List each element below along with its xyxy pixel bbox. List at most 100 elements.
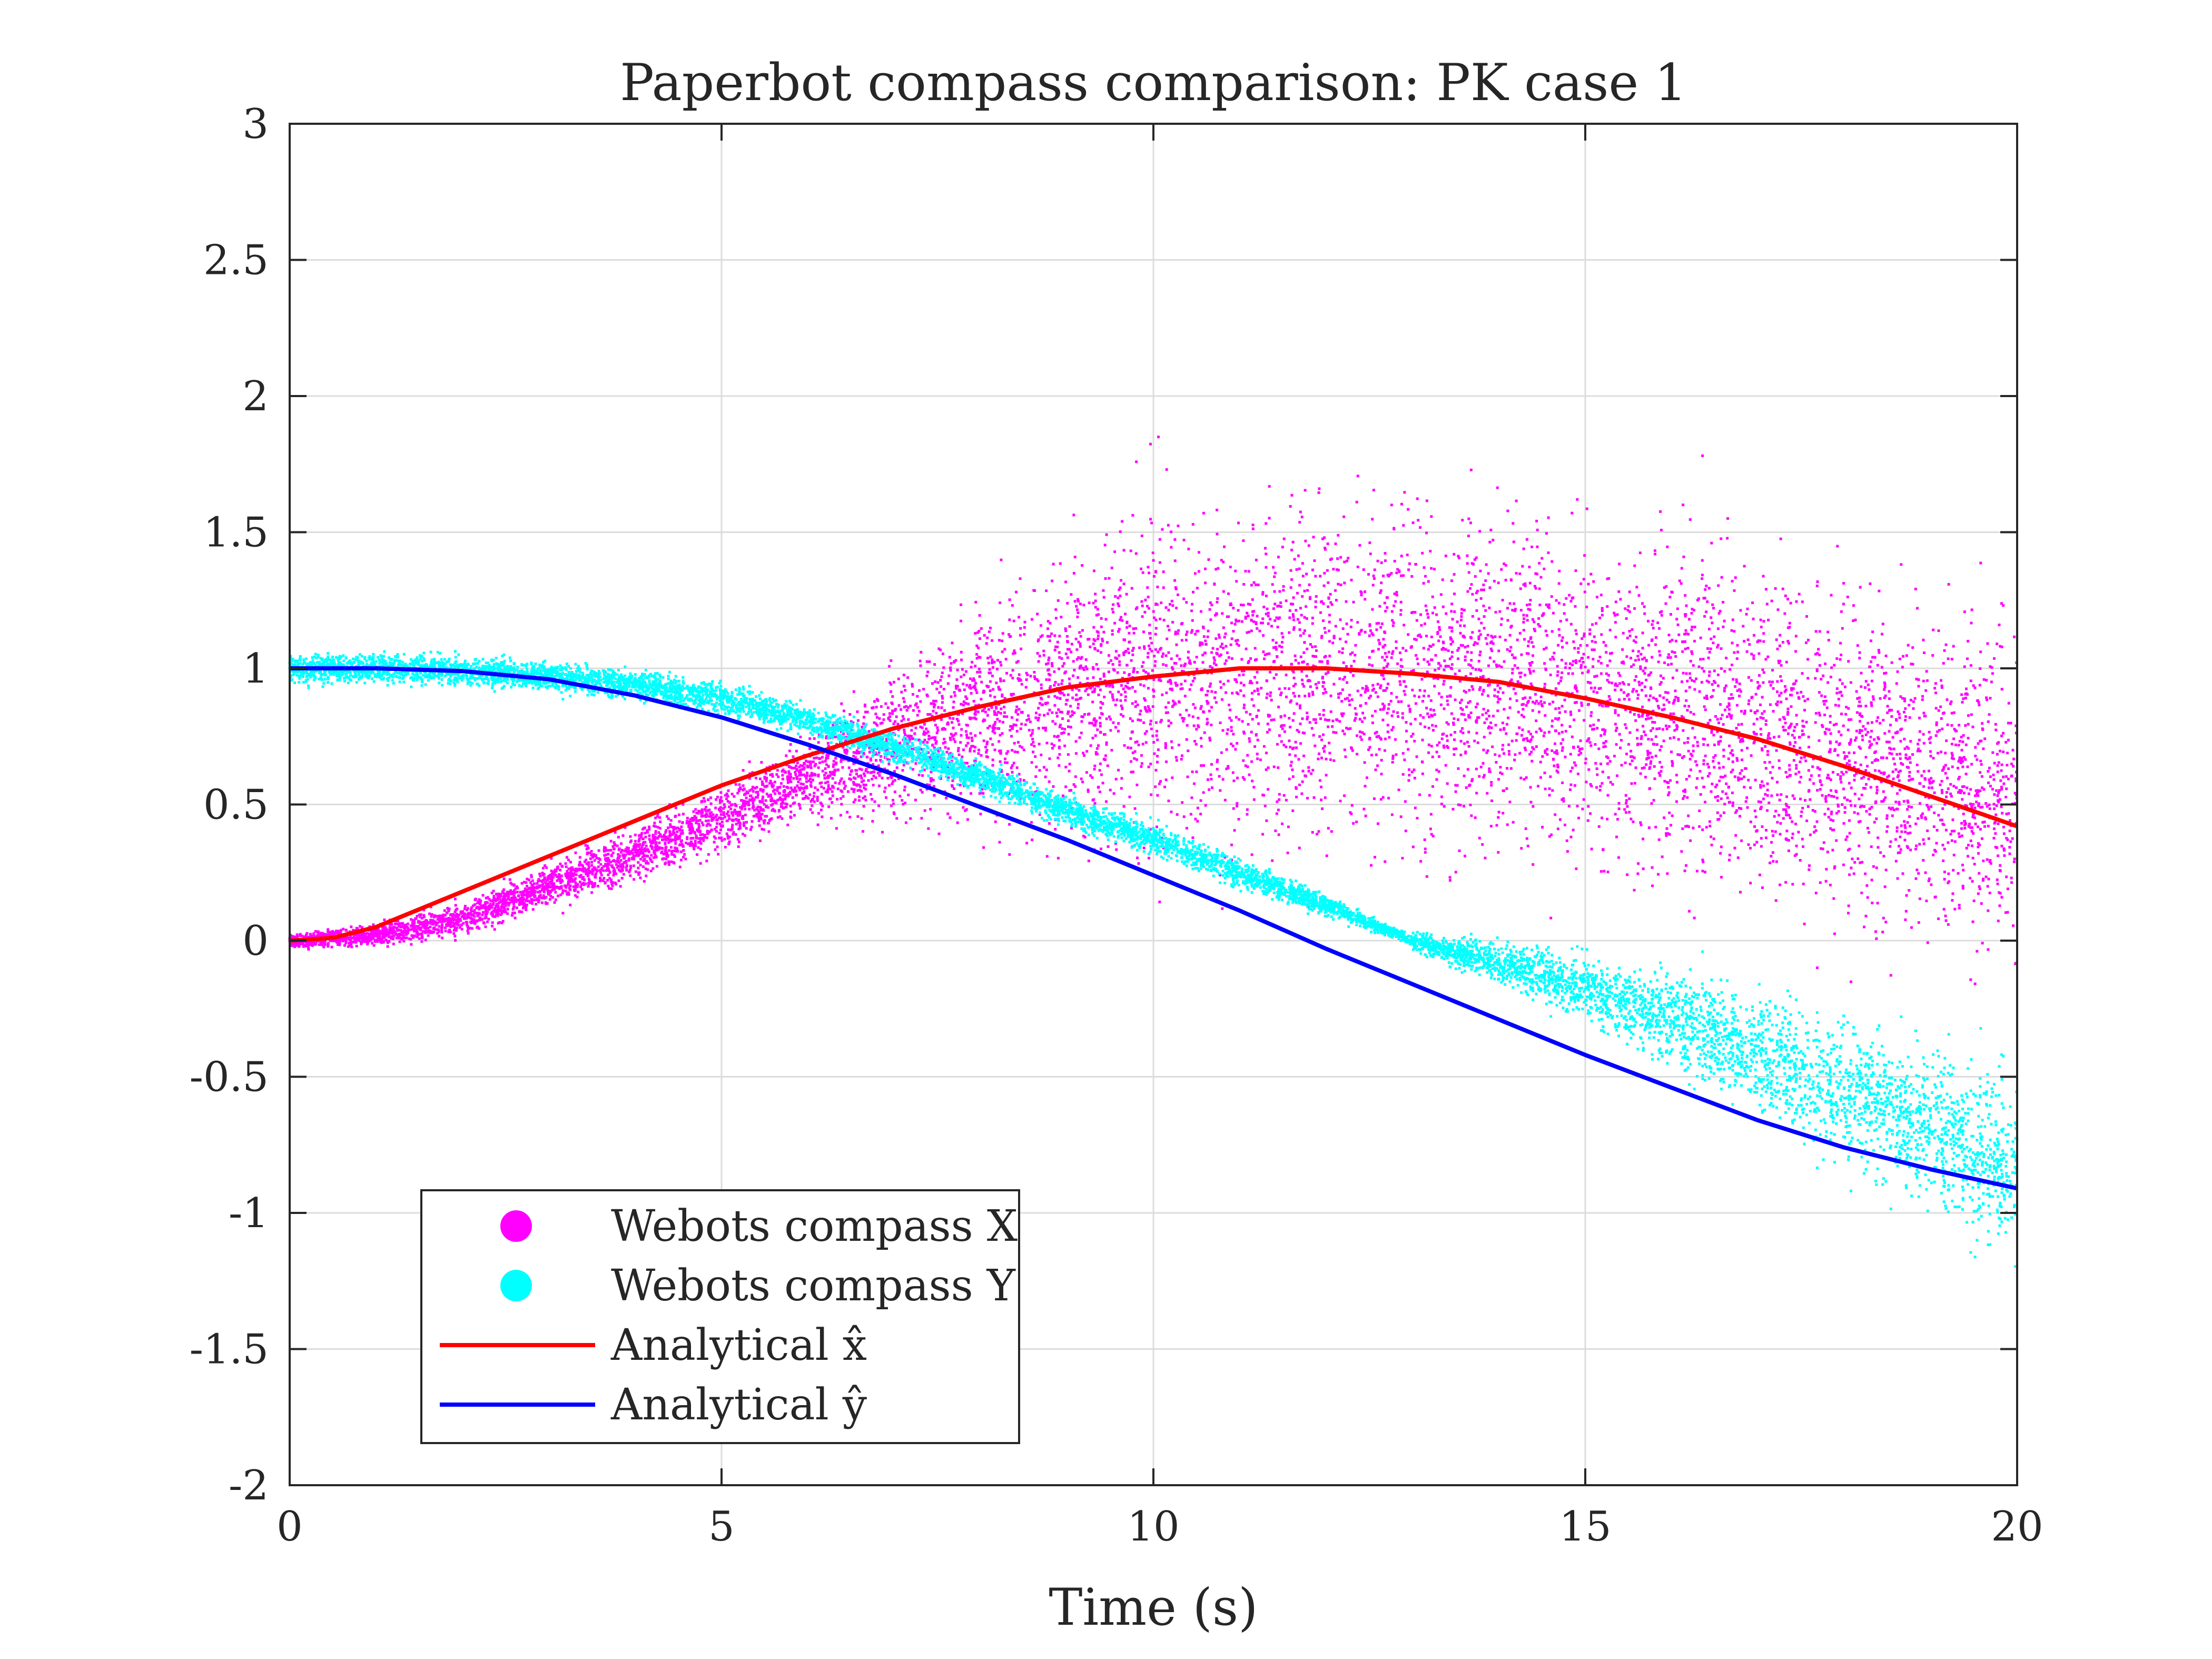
- scatter-point: [1214, 663, 1218, 666]
- scatter-point: [526, 877, 529, 881]
- scatter-point: [1711, 683, 1714, 686]
- scatter-point: [1586, 644, 1589, 647]
- scatter-point: [747, 803, 750, 806]
- scatter-point: [1453, 610, 1456, 613]
- scatter-point: [1547, 551, 1550, 555]
- scatter-point: [1308, 692, 1311, 695]
- scatter-point: [489, 900, 492, 903]
- scatter-point: [1776, 793, 1779, 796]
- scatter-point: [1970, 713, 1973, 716]
- scatter-point: [1997, 791, 2000, 794]
- scatter-point: [497, 904, 500, 907]
- scatter-point: [1171, 668, 1174, 671]
- scatter-point: [1437, 639, 1440, 643]
- scatter-point: [1299, 607, 1302, 610]
- scatter-point: [617, 856, 620, 860]
- scatter-point: [376, 940, 379, 943]
- scatter-point: [1428, 663, 1431, 666]
- scatter-point: [492, 895, 496, 898]
- scatter-point: [1858, 745, 1861, 748]
- scatter-point: [493, 907, 497, 910]
- scatter-point: [1509, 680, 1512, 683]
- scatter-point: [583, 878, 586, 882]
- scatter-point: [1601, 609, 1604, 613]
- scatter-point: [1927, 837, 1930, 840]
- scatter-point: [1371, 721, 1374, 724]
- scatter-point: [1795, 853, 1798, 856]
- scatter-point: [923, 733, 926, 736]
- scatter-point: [745, 800, 748, 803]
- scatter-point: [745, 827, 748, 830]
- scatter-point: [1001, 632, 1004, 635]
- scatter-point: [1628, 731, 1632, 734]
- scatter-point: [1320, 756, 1323, 759]
- scatter-point: [1531, 746, 1534, 749]
- scatter-point: [1560, 639, 1563, 643]
- scatter-point: [1896, 670, 1899, 673]
- scatter-point: [1404, 685, 1407, 688]
- scatter-point: [1682, 671, 1685, 675]
- scatter-point: [1201, 661, 1204, 664]
- scatter-point: [1025, 678, 1028, 681]
- scatter-point: [1469, 636, 1472, 639]
- scatter-point: [1616, 684, 1619, 687]
- scatter-point: [1307, 544, 1310, 547]
- scatter-point: [1003, 697, 1006, 700]
- scatter-point: [1632, 663, 1635, 666]
- scatter-point: [1250, 584, 1253, 587]
- scatter-point: [756, 805, 759, 808]
- scatter-point: [1175, 643, 1178, 646]
- scatter-point: [1800, 815, 1803, 818]
- scatter-point: [576, 883, 579, 886]
- scatter-point: [1715, 783, 1719, 786]
- scatter-point: [1843, 757, 1846, 760]
- scatter-point: [1658, 683, 1662, 686]
- scatter-point: [710, 811, 713, 814]
- scatter-point: [1498, 610, 1502, 613]
- scatter-point: [1346, 559, 1349, 562]
- scatter-point: [940, 685, 943, 688]
- scatter-point: [738, 824, 742, 827]
- scatter-point: [544, 881, 547, 884]
- scatter-point: [1339, 692, 1342, 695]
- scatter-point: [1786, 626, 1790, 629]
- scatter-point: [1756, 709, 1759, 713]
- scatter-point: [1354, 644, 1357, 647]
- scatter-point: [1130, 659, 1133, 662]
- scatter-point: [1198, 551, 1201, 554]
- scatter-point: [999, 660, 1002, 664]
- scatter-point: [1027, 718, 1030, 721]
- scatter-point: [1667, 786, 1670, 789]
- scatter-point: [2007, 738, 2010, 742]
- scatter-point: [1300, 792, 1303, 795]
- scatter-point: [1963, 819, 1967, 823]
- scatter-point: [569, 861, 572, 864]
- scatter-point: [852, 690, 855, 693]
- scatter-point: [1976, 758, 1979, 761]
- scatter-point: [1853, 774, 1856, 777]
- scatter-point: [1977, 742, 1980, 745]
- scatter-point: [1582, 653, 1585, 656]
- scatter-point: [1088, 722, 1091, 725]
- scatter-point: [1764, 719, 1767, 723]
- scatter-point: [1058, 764, 1061, 767]
- scatter-point: [1560, 676, 1563, 679]
- scatter-point: [506, 891, 509, 894]
- scatter-point: [815, 756, 818, 759]
- scatter-point: [1515, 499, 1518, 502]
- scatter-point: [825, 736, 828, 739]
- scatter-point: [1637, 862, 1640, 865]
- scatter-point: [1170, 657, 1173, 660]
- scatter-point: [1681, 756, 1684, 759]
- scatter-point: [1692, 664, 1695, 667]
- scatter-point: [439, 917, 442, 920]
- scatter-point: [1826, 851, 1829, 854]
- scatter-point: [1487, 726, 1490, 729]
- scatter-point: [429, 925, 432, 929]
- scatter-point: [1740, 839, 1743, 842]
- scatter-point: [1581, 637, 1584, 640]
- scatter-point: [876, 724, 879, 727]
- scatter-point: [954, 685, 957, 688]
- scatter-point: [1182, 538, 1186, 541]
- scatter-point: [852, 755, 855, 758]
